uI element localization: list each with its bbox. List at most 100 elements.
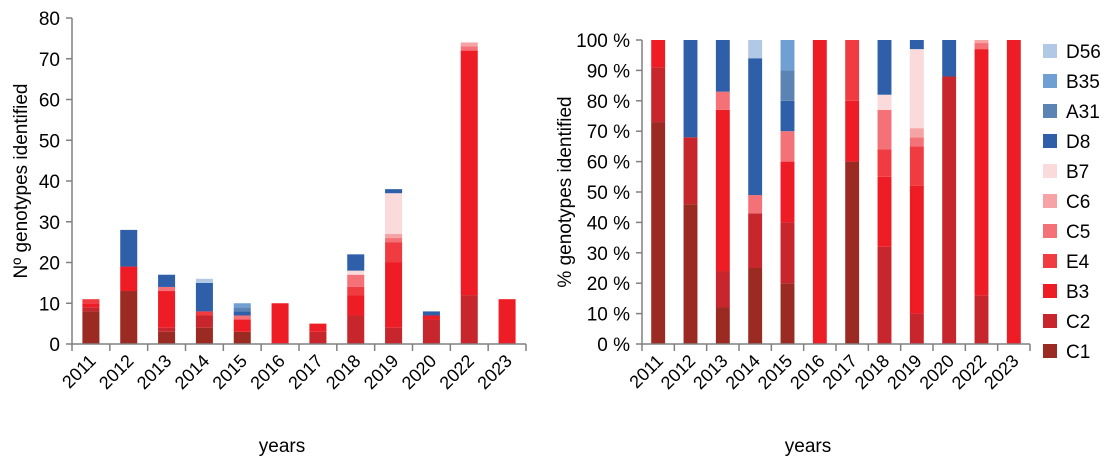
legend-swatch-d56 [1043,44,1057,58]
bar-segment-c2 [347,315,365,344]
x-tick-label: 2011 [625,351,667,393]
y-tick-label: 70 [39,50,60,71]
percent-chart-y-ticks: 0 % 10 % 20 % 30 % 40 % 50 % 60 % 70 % 80 % 90 % 1… [576,31,642,356]
bar-segment-c1 [120,291,138,344]
legend-label-b3: B3 [1066,282,1089,303]
x-tick-label: 2023 [473,351,515,393]
bar-segment-e4 [385,242,403,263]
bar-segment-b3 [422,315,440,320]
x-tick-label: 2016 [246,351,288,393]
bar-segment-d56 [195,278,213,283]
bar-segment-b3 [909,185,924,314]
bar-segment-c1 [82,311,100,344]
bar-segment-c2 [422,319,440,344]
legend-swatch-c5 [1043,224,1057,238]
y-tick-label: 10 % [587,305,630,326]
y-tick-label: 50 [39,131,60,152]
bar-segment-c2 [942,76,957,344]
bar-segment-c1 [715,307,730,344]
y-tick-label: 80 % [587,92,630,113]
bar-segment-c6 [460,42,478,47]
legend-swatch-b3 [1043,284,1057,298]
legend-swatch-b35 [1043,74,1057,88]
y-tick-label: 10 [39,294,60,315]
legend-label-b7: B7 [1066,162,1089,183]
legend-label-d56: D56 [1066,42,1101,63]
legend-label-e4: E4 [1066,252,1090,273]
y-tick-label: 100 % [576,31,630,52]
bar-segment-b3 [271,303,289,344]
bar-segment-e4 [845,40,860,101]
x-tick-label: 2018 [322,351,364,393]
y-tick-label: 80 [39,9,60,30]
bar-segment-d8 [683,40,698,138]
bar-segment-c5 [909,137,924,147]
x-tick-label: 2014 [722,351,764,393]
bar-segment-c6 [385,233,403,239]
count-chart-x-label: years [259,436,305,457]
bar-segment-c1 [845,161,860,344]
count-chart-y-label: Nº genotypes identified [11,84,32,279]
legend-swatch-b7 [1043,164,1057,178]
bar-segment-c5 [158,286,176,292]
bar-segment-b3 [309,323,327,332]
x-tick-label: 2023 [980,351,1022,393]
y-tick-label: 50 % [587,183,630,204]
y-tick-label: 0 % [597,335,630,356]
bar-segment-d8 [347,254,365,271]
bar-segment-e4 [195,311,213,316]
bar-segment-b3 [974,49,989,296]
bar-segment-c5 [974,43,989,50]
bar-segment-b7 [347,270,365,275]
bar-segment-c1 [195,327,213,344]
bar-segment-b3 [120,266,138,292]
bar-segment-b3 [780,161,795,223]
x-tick-label: 2013 [689,351,731,393]
bar-segment-d8 [748,58,763,196]
y-tick-label: 20 % [587,274,630,295]
bar-segment-c2 [974,295,989,344]
bar-segment-c1 [748,268,763,344]
x-tick-label: 2015 [209,351,251,393]
bar-segment-c6 [909,128,924,138]
bar-segment-c2 [195,315,213,328]
x-tick-label: 2022 [436,351,478,393]
bar-segment-a31 [233,307,251,312]
bar-segment-c2 [877,246,892,344]
count-chart-y-ticks: 0 10 20 30 40 50 60 70 80 [39,9,72,356]
y-tick-label: 60 [39,91,60,112]
bar-segment-c5 [780,131,795,162]
bar-segment-d56 [748,40,763,59]
bar-segment-d8 [909,40,924,50]
y-tick-label: 40 [39,172,60,193]
bar-segment-c5 [233,315,251,320]
x-tick-label: 2019 [360,351,402,393]
bar-segment-c2 [683,137,698,205]
bar-segment-d8 [422,311,440,316]
x-tick-label: 2013 [133,351,175,393]
x-tick-label: 2016 [786,351,828,393]
bar-segment-d8 [233,311,251,316]
bar-segment-d8 [385,189,403,194]
percent-chart-bars [651,40,1021,344]
bar-segment-c1 [780,283,795,344]
legend-swatch-a31 [1043,104,1057,118]
bar-segment-c2 [385,327,403,344]
count-chart-x-ticks: 2011201220132014201520162017201820192020… [58,344,527,393]
bar-segment-b35 [780,40,795,71]
bar-segment-b3 [460,50,478,296]
bar-segment-b3 [347,295,365,316]
bar-segment-c2 [780,222,795,284]
bar-segment-b3 [715,109,730,272]
bar-segment-b3 [651,40,666,68]
count-chart-bars [82,42,516,344]
x-tick-label: 2012 [657,351,699,393]
bar-segment-b3 [845,100,860,162]
x-tick-label: 2015 [754,351,796,393]
bar-segment-d8 [877,40,892,95]
bar-segment-b3 [498,299,516,344]
percent-chart-x-label: years [785,436,831,457]
bar-segment-b3 [233,319,251,332]
